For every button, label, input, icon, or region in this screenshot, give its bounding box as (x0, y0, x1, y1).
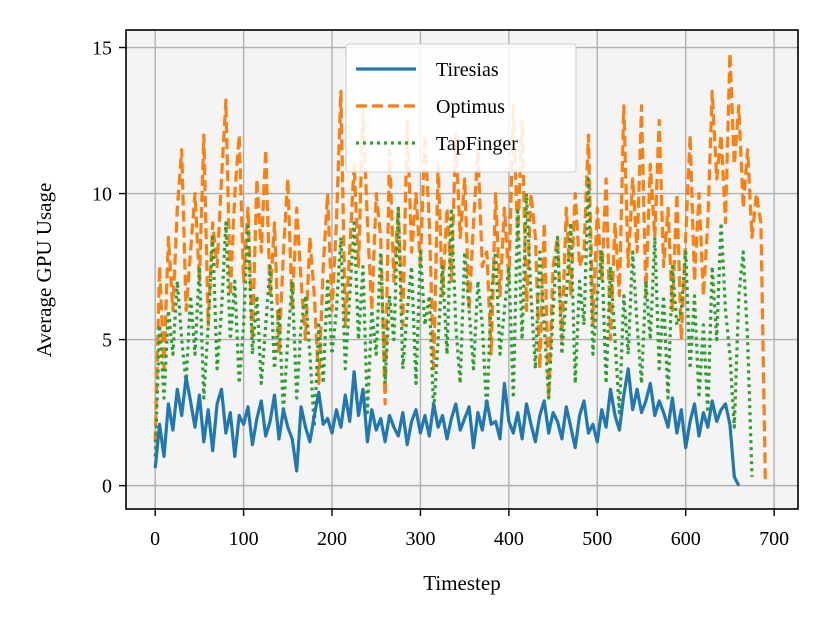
plot-content (153, 51, 767, 487)
legend-box (345, 43, 577, 173)
y-axis: 0 5 10 15 (92, 38, 126, 498)
legend-label-optimus: Optimus (436, 96, 505, 118)
y-tick-label: 0 (102, 476, 112, 498)
x-tick-label: 300 (405, 528, 435, 550)
y-axis-label: Average GPU Usage (32, 183, 56, 358)
x-tick-label: 400 (494, 528, 524, 550)
x-tick-label: 600 (671, 528, 701, 550)
series-line-tapfinger (153, 177, 754, 477)
y-tick-label: 10 (92, 184, 112, 206)
x-tick-label: 0 (150, 528, 160, 550)
series-line-tiresias (153, 367, 741, 487)
x-axis-label: Timestep (423, 571, 500, 595)
legend-label-tapfinger: TapFinger (436, 133, 518, 155)
x-tick-label: 700 (759, 528, 789, 550)
series-line-optimus (153, 51, 767, 480)
legend-label-tiresias: Tiresias (436, 59, 499, 81)
x-tick-label: 200 (317, 528, 347, 550)
x-tick-label: 100 (229, 528, 259, 550)
y-tick-label: 5 (102, 330, 112, 352)
plot-frame (125, 29, 799, 510)
y-tick-label: 15 (92, 38, 112, 60)
legend: Tiresias Optimus TapFinger (345, 43, 577, 173)
x-axis: 0 100 200 300 400 500 600 700 (150, 509, 789, 550)
x-tick-label: 500 (582, 528, 612, 550)
